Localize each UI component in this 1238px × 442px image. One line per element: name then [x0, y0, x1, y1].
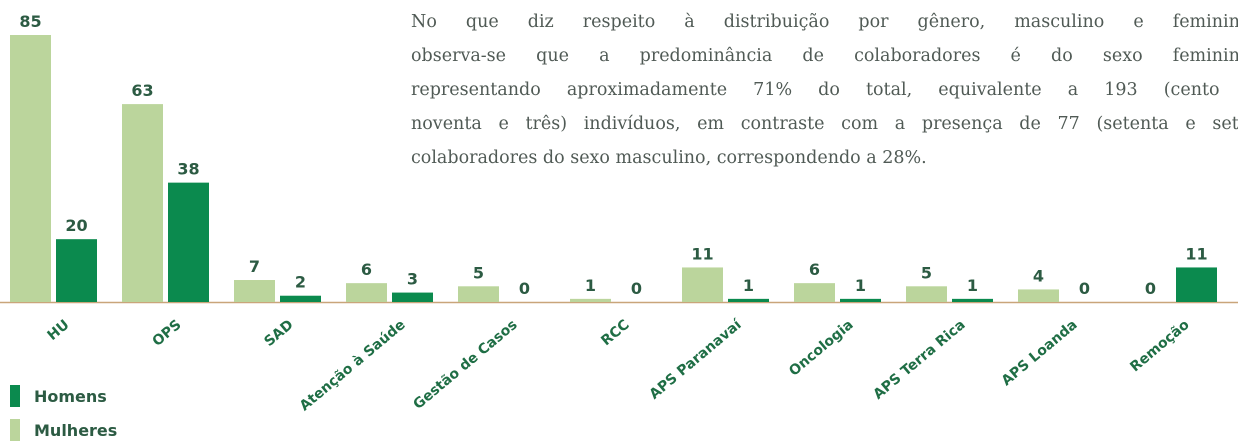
x-tick-label: Gestão de Casos — [410, 317, 520, 413]
legend-swatch — [10, 385, 20, 407]
value-label: 1 — [743, 276, 754, 295]
bar — [234, 280, 275, 302]
value-label: 2 — [295, 273, 306, 292]
value-label: 7 — [249, 257, 260, 276]
value-label: 11 — [691, 244, 713, 263]
value-label: 3 — [407, 270, 418, 289]
value-label: 0 — [1079, 279, 1090, 298]
value-label: 0 — [1145, 279, 1156, 298]
bar — [392, 292, 433, 302]
x-tick-label: SAD — [261, 317, 296, 350]
paragraph-line: noventa e três) indivíduos, em contraste… — [411, 114, 1238, 134]
bar — [1018, 289, 1059, 302]
value-label: 0 — [631, 279, 642, 298]
paragraph-line: representando aproximadamente 71% do tot… — [411, 80, 1238, 100]
x-tick-label: Atenção à Saúde — [297, 317, 409, 414]
bar — [168, 182, 209, 302]
bar — [10, 35, 51, 302]
bar — [1176, 267, 1217, 302]
x-tick-label: Oncologia — [786, 317, 856, 380]
paragraph-line: No que diz respeito à distribuição por g… — [411, 12, 1238, 32]
value-label: 85 — [19, 12, 41, 31]
bar — [906, 286, 947, 302]
x-tick-label: OPS — [150, 317, 185, 350]
bar — [56, 239, 97, 302]
value-label: 5 — [473, 263, 484, 282]
bar — [952, 298, 993, 302]
paragraph-line: observa-se que a predominância de colabo… — [411, 46, 1238, 66]
value-label: 1 — [585, 276, 596, 295]
legend-label: Mulheres — [34, 421, 117, 440]
value-label: 63 — [131, 81, 153, 100]
value-label: 1 — [855, 276, 866, 295]
x-tick-label: HU — [45, 317, 73, 344]
x-tick-label: APS Terra Rica — [870, 317, 968, 403]
bar — [346, 283, 387, 302]
bar — [840, 298, 881, 302]
value-label: 4 — [1033, 266, 1044, 285]
bar — [794, 283, 835, 302]
value-label: 5 — [921, 263, 932, 282]
bar — [122, 104, 163, 302]
x-tick-label: Remoção — [1127, 317, 1193, 376]
value-label: 38 — [177, 160, 199, 179]
x-tick-label: APS Paranavaí — [647, 316, 746, 403]
paragraph-line: colaboradores do sexo masculino, corresp… — [411, 148, 927, 168]
value-label: 20 — [65, 216, 87, 235]
bar — [728, 298, 769, 302]
value-label: 0 — [519, 279, 530, 298]
bar — [458, 286, 499, 302]
paragraph: No que diz respeito à distribuição por g… — [411, 5, 1238, 175]
legend-label: Homens — [34, 387, 107, 406]
x-tick-label: RCC — [598, 317, 632, 349]
bar — [682, 267, 723, 302]
value-label: 11 — [1185, 244, 1207, 263]
value-label: 6 — [809, 260, 820, 279]
legend-swatch — [10, 419, 20, 441]
bar — [570, 298, 611, 302]
value-label: 6 — [361, 260, 372, 279]
x-tick-label: APS Loanda — [999, 317, 1081, 389]
bar — [280, 295, 321, 302]
value-label: 1 — [967, 276, 978, 295]
